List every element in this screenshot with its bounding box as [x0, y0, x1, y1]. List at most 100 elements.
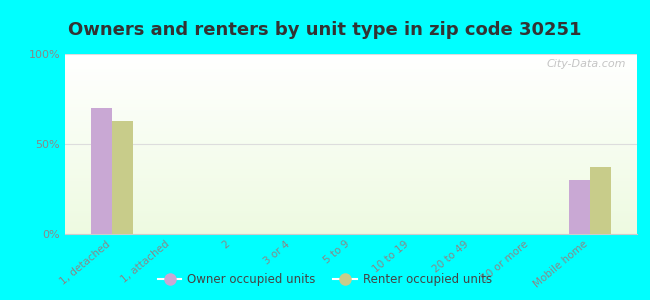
Bar: [65, 123, 637, 124]
Bar: [65, 206, 637, 207]
Bar: [65, 73, 637, 74]
Bar: [65, 164, 637, 165]
Bar: [65, 175, 637, 176]
Bar: [65, 110, 637, 111]
Bar: [65, 190, 637, 191]
Bar: [65, 184, 637, 185]
Bar: [65, 230, 637, 231]
Bar: [65, 186, 637, 187]
Bar: [65, 76, 637, 77]
Bar: [65, 85, 637, 86]
Bar: [65, 198, 637, 199]
Bar: [65, 98, 637, 99]
Bar: [65, 162, 637, 163]
Bar: [65, 78, 637, 79]
Bar: [65, 207, 637, 208]
Bar: [65, 212, 637, 213]
Bar: [65, 167, 637, 168]
Bar: [65, 209, 637, 210]
Text: City-Data.com: City-Data.com: [546, 59, 625, 69]
Bar: [65, 127, 637, 128]
Bar: [65, 117, 637, 118]
Bar: [65, 196, 637, 197]
Bar: [65, 99, 637, 100]
Bar: [65, 106, 637, 107]
Bar: [65, 223, 637, 224]
Bar: [65, 56, 637, 57]
Bar: [65, 181, 637, 182]
Bar: [65, 82, 637, 83]
Bar: [65, 160, 637, 161]
Bar: [65, 86, 637, 87]
Bar: [65, 201, 637, 202]
Bar: [65, 208, 637, 209]
Bar: [65, 124, 637, 125]
Bar: [65, 129, 637, 130]
Bar: [65, 80, 637, 81]
Bar: [65, 182, 637, 183]
Bar: [65, 155, 637, 156]
Bar: [65, 150, 637, 151]
Bar: [65, 202, 637, 203]
Bar: [65, 113, 637, 114]
Bar: [65, 188, 637, 189]
Bar: [65, 89, 637, 90]
Bar: [65, 72, 637, 73]
Bar: [65, 94, 637, 95]
Bar: [65, 210, 637, 211]
Bar: [91, 108, 112, 234]
Bar: [65, 109, 637, 110]
Bar: [590, 167, 611, 234]
Bar: [65, 145, 637, 146]
Bar: [65, 112, 637, 113]
Bar: [65, 176, 637, 177]
Bar: [65, 77, 637, 78]
Bar: [65, 138, 637, 139]
Bar: [65, 161, 637, 162]
Bar: [65, 54, 637, 55]
Bar: [65, 65, 637, 66]
Bar: [65, 205, 637, 206]
Bar: [65, 202, 637, 203]
Bar: [65, 108, 637, 109]
Legend: Owner occupied units, Renter occupied units: Owner occupied units, Renter occupied un…: [153, 269, 497, 291]
Bar: [65, 227, 637, 228]
Bar: [65, 143, 637, 144]
Bar: [65, 226, 637, 227]
Bar: [65, 64, 637, 65]
Bar: [569, 180, 590, 234]
Bar: [65, 189, 637, 190]
Bar: [65, 58, 637, 59]
Bar: [65, 97, 637, 98]
Bar: [65, 215, 637, 216]
Bar: [65, 137, 637, 138]
Bar: [65, 165, 637, 166]
Bar: [65, 192, 637, 193]
Bar: [65, 71, 637, 72]
Bar: [65, 146, 637, 147]
Bar: [65, 96, 637, 97]
Bar: [65, 178, 637, 179]
Bar: [65, 95, 637, 96]
Bar: [65, 204, 637, 205]
Bar: [65, 197, 637, 198]
Bar: [65, 183, 637, 184]
Bar: [65, 74, 637, 75]
Bar: [65, 180, 637, 181]
Bar: [65, 200, 637, 201]
Bar: [65, 67, 637, 68]
Bar: [65, 163, 637, 164]
Bar: [65, 69, 637, 70]
Bar: [65, 170, 637, 171]
Bar: [65, 191, 637, 192]
Bar: [65, 225, 637, 226]
Bar: [65, 120, 637, 121]
Bar: [65, 151, 637, 152]
Bar: [65, 158, 637, 159]
Bar: [65, 107, 637, 108]
Bar: [65, 68, 637, 69]
Bar: [65, 217, 637, 218]
Bar: [65, 159, 637, 160]
Bar: [65, 216, 637, 217]
Bar: [65, 136, 637, 137]
